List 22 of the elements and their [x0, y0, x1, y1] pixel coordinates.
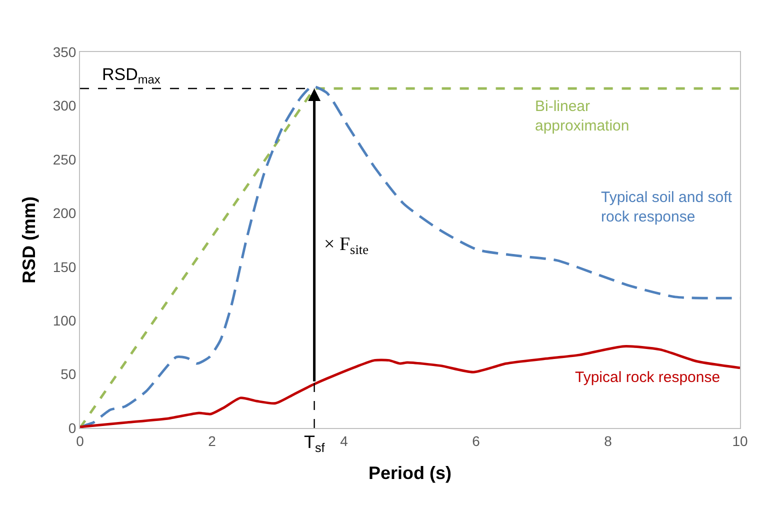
line-series — [80, 345, 740, 428]
series-label: Bi-linear approximation — [535, 98, 630, 134]
x-axis-title: Period (s) — [368, 462, 452, 483]
x-tick-label: 2 — [208, 432, 216, 449]
x-tick-label: 6 — [472, 432, 480, 449]
y-tick-label: 50 — [60, 366, 76, 382]
y-tick-label: 150 — [52, 258, 76, 275]
ref-line-label: T$_{sf}$ — [304, 432, 326, 455]
y-tick-label: 300 — [52, 98, 76, 114]
y-tick-label: 250 — [52, 151, 76, 168]
y-axis-title: RSD (mm) — [19, 196, 40, 284]
annotation: × F$_{site}$ — [324, 234, 369, 257]
x-tick-label: 10 — [732, 432, 748, 449]
ref-line-label: RSD$_{max}$ — [102, 65, 160, 87]
y-tick-label: 200 — [52, 205, 76, 222]
x-tick-label: 8 — [604, 432, 612, 449]
series-label: Typical rock response — [575, 369, 720, 386]
x-tick-label: 4 — [340, 432, 348, 449]
y-tick-label: 100 — [52, 312, 76, 328]
text: Typical soil and soft rock response — [601, 189, 733, 226]
y-tick-label: 0 — [68, 420, 76, 436]
y-tick-label: 350 — [52, 44, 76, 60]
